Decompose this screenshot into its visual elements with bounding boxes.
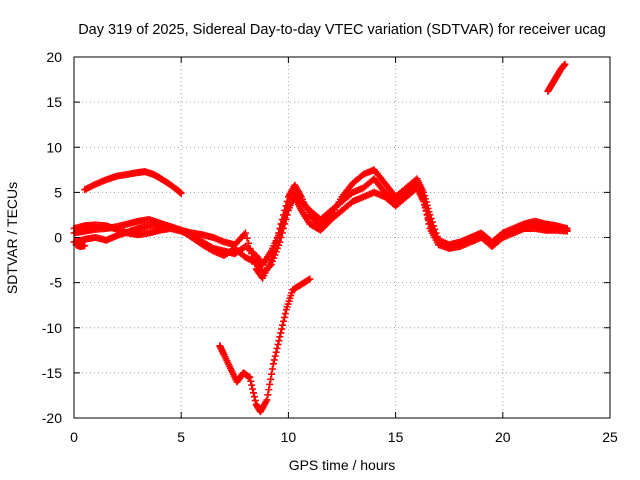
axis-ticks — [73, 56, 611, 419]
data-point — [265, 386, 273, 394]
data-point — [81, 242, 89, 250]
data-point — [270, 254, 278, 262]
series-track-main-c — [70, 175, 571, 278]
data-point — [268, 257, 276, 265]
data-point — [280, 313, 288, 321]
data-point — [249, 389, 257, 397]
data-point — [270, 356, 278, 364]
data-point — [263, 396, 271, 404]
y-tick-label: 0 — [54, 230, 62, 246]
y-tick-label: -10 — [42, 320, 62, 336]
data-point — [281, 220, 289, 228]
data-point — [268, 370, 276, 378]
data-point — [271, 352, 279, 360]
series-track-deep-dip — [216, 275, 314, 416]
data-point — [266, 262, 274, 270]
data-point — [272, 248, 280, 256]
data-point — [424, 215, 432, 223]
y-axis-label: SDTVAR / TECUs — [4, 182, 20, 294]
data-point — [279, 317, 287, 325]
data-point — [251, 397, 259, 405]
data-point — [282, 215, 290, 223]
y-tick-label: -15 — [42, 365, 62, 381]
series-track-top-right — [544, 60, 569, 95]
y-tick-label: 5 — [54, 184, 62, 200]
y-tick-label: 15 — [46, 94, 62, 110]
x-tick-label: 10 — [281, 429, 297, 445]
data-point — [561, 60, 569, 68]
data-points — [70, 60, 571, 416]
y-tick-label: -20 — [42, 410, 62, 426]
data-point — [177, 189, 185, 197]
data-point — [425, 220, 433, 228]
data-point — [281, 310, 289, 318]
data-point — [421, 202, 429, 210]
tick-labels: 0 5 10 15 20 25 -20 -15 -10 -5 0 5 10 15 20 — [42, 49, 618, 445]
data-point — [264, 391, 272, 399]
data-point — [273, 244, 281, 252]
data-point — [267, 261, 275, 269]
data-point — [243, 234, 251, 242]
data-point — [248, 381, 256, 389]
x-tick-label: 5 — [177, 429, 185, 445]
data-point — [276, 333, 284, 341]
x-tick-label: 0 — [70, 429, 78, 445]
data-point — [247, 377, 255, 385]
data-point — [249, 385, 257, 393]
data-point — [274, 341, 282, 349]
data-point — [420, 197, 428, 205]
chart-title: Day 319 of 2025, Sidereal Day-to-day VTE… — [78, 22, 606, 38]
x-tick-label: 25 — [602, 429, 618, 445]
series-track-upper-left — [81, 168, 185, 197]
x-tick-label: 20 — [495, 429, 511, 445]
data-point — [277, 234, 285, 241]
data-point — [275, 241, 283, 249]
data-point — [563, 226, 571, 234]
y-tick-label: -5 — [50, 275, 63, 291]
data-point — [242, 229, 250, 237]
data-point — [267, 375, 275, 383]
data-point — [268, 365, 276, 373]
x-tick-label: 15 — [388, 429, 404, 445]
y-tick-label: 10 — [46, 139, 62, 155]
data-point — [422, 206, 430, 214]
series-track-short — [72, 241, 89, 251]
data-point — [423, 211, 431, 219]
data-point — [250, 393, 258, 401]
data-point — [419, 193, 427, 201]
data-point — [273, 344, 281, 352]
x-axis-label: GPS time / hours — [289, 457, 396, 473]
data-point — [278, 325, 286, 333]
data-point — [279, 224, 287, 232]
data-point — [306, 275, 314, 283]
data-point — [266, 380, 274, 388]
data-point — [269, 360, 277, 368]
data-point — [276, 238, 284, 246]
data-point — [283, 211, 291, 219]
data-point — [279, 321, 287, 329]
data-point — [278, 229, 286, 237]
data-point — [246, 373, 254, 381]
data-point — [277, 329, 285, 337]
data-point — [275, 337, 283, 345]
data-point — [272, 348, 280, 356]
y-tick-label: 20 — [46, 49, 62, 65]
data-point — [271, 251, 279, 259]
